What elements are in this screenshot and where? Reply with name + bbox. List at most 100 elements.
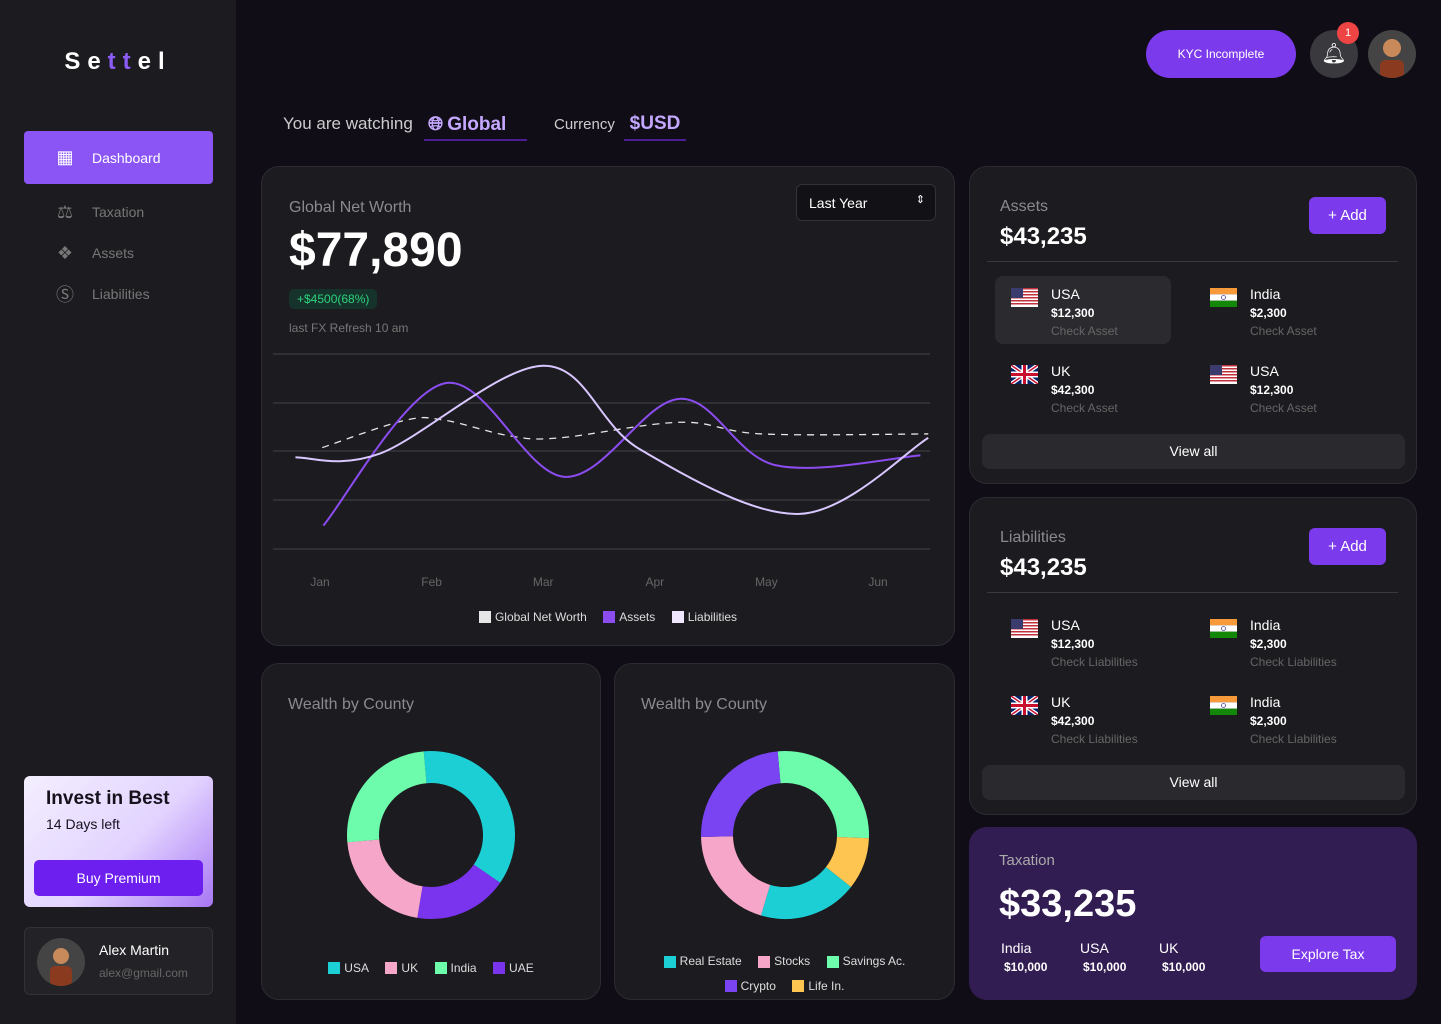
dollar-circle-icon: Ⓢ — [56, 285, 74, 305]
card-title: Wealth by County — [641, 696, 767, 713]
series-line-global-net-worth — [322, 416, 929, 449]
check-link[interactable]: Check Asset — [1051, 401, 1118, 415]
check-link[interactable]: Check Liabilities — [1051, 732, 1138, 746]
liabilities-title: Liabilities — [1000, 529, 1066, 546]
explore-tax-button[interactable]: Explore Tax — [1260, 936, 1396, 972]
donut-slice-uae — [347, 751, 515, 919]
period-select[interactable]: Last Year ⇕ — [796, 184, 936, 221]
plus-icon: + — [1328, 207, 1341, 224]
tax-country: UK — [1159, 940, 1179, 956]
net-worth-line-chart: Jan Feb Mar Apr May Jun — [273, 353, 930, 589]
check-link[interactable]: Check Asset — [1250, 324, 1317, 338]
taxation-card: Taxation $33,235 India $10,000 USA $10,0… — [969, 827, 1417, 1000]
sidebar-item-liabilities[interactable]: Ⓢ Liabilities — [24, 272, 213, 316]
wealth-by-type-donut — [700, 751, 869, 919]
kyc-button[interactable]: KYC Incomplete — [1146, 30, 1296, 78]
notification-badge: 1 — [1337, 22, 1359, 44]
donut-slice-crypto — [700, 751, 869, 919]
legend-stocks: Stocks — [758, 950, 810, 973]
donut2-legend: Real Estate Stocks Savings Ac. Crypto Li… — [614, 950, 955, 999]
x-tick-label: Jun — [868, 575, 887, 589]
legend-crypto: Crypto — [724, 975, 776, 998]
check-link[interactable]: Check Liabilities — [1051, 655, 1138, 669]
currency-selector[interactable]: $USD — [624, 110, 686, 141]
plus-icon: + — [1328, 538, 1341, 555]
assets-item[interactable]: India $2,300 Check Asset — [1194, 276, 1370, 344]
currency-label: Currency — [554, 116, 615, 133]
view-all-assets-button[interactable]: View all — [982, 434, 1405, 469]
legend-item-net-worth: Global Net Worth — [478, 610, 587, 624]
sidebar-item-assets[interactable]: ❖ Assets — [24, 231, 213, 275]
promo-subtitle: 14 Days left — [46, 816, 120, 832]
card-title: Wealth by County — [288, 696, 414, 713]
check-link[interactable]: Check Liabilities — [1250, 655, 1337, 669]
assets-card: Assets $43,235 + Add USA $12,300 Check Asset I… — [969, 166, 1417, 484]
legend-uae: UAE — [493, 961, 534, 975]
x-tick-label: Jan — [310, 575, 329, 589]
watching-label: You are watching — [283, 114, 413, 133]
user-card[interactable]: Alex Martin alex@gmail.com — [24, 927, 213, 995]
fx-refresh-text: last FX Refresh 10 am — [289, 321, 409, 335]
donut-slice-india — [346, 751, 515, 919]
donut-slice-uk — [347, 751, 515, 919]
net-worth-card: Global Net Worth $77,890 +$4500(68%) las… — [261, 166, 955, 646]
tax-country: India — [1001, 940, 1032, 956]
donut1-legend: USA UK India UAE — [261, 961, 601, 979]
line-chart-legend: Global Net Worth Assets Liabilities — [261, 610, 955, 628]
x-tick-label: Feb — [421, 575, 442, 589]
sidebar-item-taxation[interactable]: ⚖ Taxation — [24, 190, 213, 234]
profile-avatar[interactable] — [1368, 30, 1416, 78]
tax-country: USA — [1080, 940, 1109, 956]
promo-card: Invest in Best 14 Days left Buy Premium — [24, 776, 213, 907]
check-link[interactable]: Check Liabilities — [1250, 732, 1337, 746]
user-name: Alex Martin — [99, 942, 170, 958]
x-tick-label: Apr — [645, 575, 664, 589]
tax-amount: $10,000 — [1083, 960, 1127, 974]
divider — [987, 592, 1398, 593]
wealth-by-country-donut — [346, 751, 515, 919]
avatar — [37, 938, 85, 986]
check-link[interactable]: Check Asset — [1250, 401, 1317, 415]
liabilities-total: $43,235 — [1000, 554, 1087, 581]
net-worth-value: $77,890 — [289, 224, 463, 277]
liabilities-item[interactable]: USA $12,300 Check Liabilities — [995, 607, 1171, 675]
tax-amount: $10,000 — [1004, 960, 1048, 974]
series-line-liabilities — [295, 364, 929, 515]
x-tick-label: Mar — [533, 575, 554, 589]
buy-premium-button[interactable]: Buy Premium — [34, 860, 203, 896]
series-line-assets — [322, 382, 921, 527]
liabilities-item[interactable]: India $2,300 Check Liabilities — [1194, 607, 1370, 675]
scale-icon: ⚖ — [56, 201, 74, 222]
liabilities-item[interactable]: UK $42,300 Check Liabilities — [995, 684, 1171, 752]
view-all-liabilities-button[interactable]: View all — [982, 765, 1405, 800]
net-worth-title: Global Net Worth — [289, 199, 412, 216]
assets-item[interactable]: USA $12,300 Check Asset — [1194, 353, 1370, 421]
legend-usa: USA — [328, 961, 369, 975]
cubes-icon: ❖ — [56, 242, 74, 263]
legend-item-liabilities: Liabilities — [671, 610, 737, 624]
x-tick-label: May — [755, 575, 778, 589]
assets-item[interactable]: UK $42,300 Check Asset — [995, 353, 1171, 421]
dashboard-grid-icon: ▦ — [56, 147, 74, 167]
divider — [987, 261, 1398, 262]
check-link[interactable]: Check Asset — [1051, 324, 1118, 338]
add-assets-button[interactable]: + Add — [1309, 197, 1386, 234]
promo-title: Invest in Best — [46, 788, 170, 809]
bell-icon: 🔔︎ — [1321, 43, 1347, 65]
taxation-title: Taxation — [999, 852, 1055, 869]
user-email: alex@gmail.com — [99, 966, 188, 980]
tax-amount: $10,000 — [1162, 960, 1206, 974]
legend-savings: Savings Ac. — [826, 950, 905, 973]
assets-item[interactable]: USA $12,300 Check Asset — [995, 276, 1171, 344]
liabilities-item[interactable]: India $2,300 Check Liabilities — [1194, 684, 1370, 752]
liabilities-card: Liabilities $43,235 + Add USA $12,300 Check L… — [969, 497, 1417, 815]
region-selector[interactable]: 🌐︎ Global — [424, 110, 527, 141]
assets-title: Assets — [1000, 198, 1049, 215]
legend-uk: UK — [385, 961, 418, 975]
donut-slice-stocks — [701, 751, 869, 919]
legend-item-assets: Assets — [603, 610, 655, 624]
add-liabilities-button[interactable]: + Add — [1309, 528, 1386, 565]
sidebar-item-dashboard[interactable]: ▦ Dashboard — [24, 131, 213, 184]
taxation-value: $33,235 — [999, 883, 1137, 925]
globe-icon: 🌐︎ — [428, 113, 444, 135]
